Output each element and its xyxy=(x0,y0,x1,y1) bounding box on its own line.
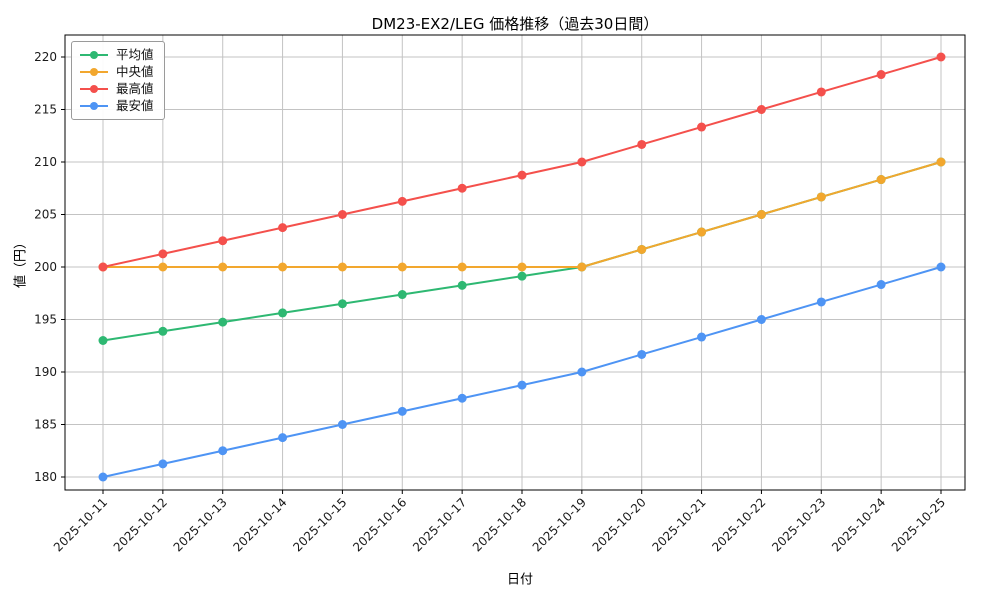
x-tick-label: 2025-10-14 xyxy=(230,495,289,554)
data-point-最安値 xyxy=(876,280,886,290)
data-point-最高値 xyxy=(577,157,587,167)
data-point-平均値 xyxy=(517,271,527,281)
legend-item-中央値: 中央値 xyxy=(79,65,154,79)
y-tick-label: 180 xyxy=(34,470,57,484)
y-tick-label: 215 xyxy=(34,103,57,117)
x-tick-label: 2025-10-13 xyxy=(171,495,230,554)
y-tick-label: 185 xyxy=(34,418,57,432)
legend-marker-icon xyxy=(80,51,108,59)
plot-border xyxy=(64,34,966,491)
y-tick-label: 195 xyxy=(34,313,57,327)
legend-marker-icon xyxy=(80,68,108,76)
legend-marker-icon xyxy=(80,102,108,110)
data-point-中央値 xyxy=(876,175,886,185)
data-point-平均値 xyxy=(158,326,168,336)
data-point-中央値 xyxy=(337,262,347,272)
data-point-最安値 xyxy=(697,332,707,342)
data-point-最高値 xyxy=(158,249,168,259)
x-tick-label: 2025-10-15 xyxy=(290,495,349,554)
x-tick-label: 2025-10-22 xyxy=(709,495,768,554)
legend: 平均値中央値最高値最安値 xyxy=(71,41,165,120)
data-point-最安値 xyxy=(816,297,826,307)
data-point-中央値 xyxy=(517,262,527,272)
data-point-中央値 xyxy=(756,210,766,219)
data-point-最安値 xyxy=(218,446,228,456)
x-tick-label: 2025-10-11 xyxy=(51,495,110,554)
data-point-最高値 xyxy=(637,139,647,149)
x-tick-label: 2025-10-21 xyxy=(649,495,708,554)
data-point-最安値 xyxy=(637,349,647,359)
data-point-最高値 xyxy=(517,170,527,180)
data-point-最高値 xyxy=(876,70,886,80)
data-point-平均値 xyxy=(337,299,347,309)
x-tick-label: 2025-10-12 xyxy=(111,495,170,554)
x-tick-label: 2025-10-16 xyxy=(350,495,409,554)
legend-label: 平均値 xyxy=(116,47,154,62)
data-point-最安値 xyxy=(577,367,587,377)
data-point-中央値 xyxy=(278,262,288,272)
legend-marker-icon xyxy=(80,85,108,93)
data-point-最安値 xyxy=(397,406,407,416)
y-tick-label: 200 xyxy=(34,260,57,274)
y-axis-label: 値（円） xyxy=(13,235,29,289)
data-point-中央値 xyxy=(816,192,826,202)
x-tick-label: 2025-10-25 xyxy=(889,495,948,554)
data-point-中央値 xyxy=(637,244,647,254)
data-point-最高値 xyxy=(936,52,946,62)
data-point-最安値 xyxy=(158,459,168,469)
data-point-平均値 xyxy=(278,308,288,318)
data-point-平均値 xyxy=(397,290,407,300)
legend-label: 最高値 xyxy=(116,81,154,96)
data-point-中央値 xyxy=(936,157,946,167)
data-point-最高値 xyxy=(98,262,108,272)
x-tick-label: 2025-10-17 xyxy=(410,495,469,554)
data-point-最高値 xyxy=(337,210,347,219)
data-point-最高値 xyxy=(397,196,407,206)
x-tick-label: 2025-10-23 xyxy=(769,495,828,554)
data-point-最安値 xyxy=(936,262,946,272)
data-point-中央値 xyxy=(218,262,228,272)
data-point-最高値 xyxy=(816,87,826,97)
data-point-中央値 xyxy=(158,262,168,272)
data-point-最安値 xyxy=(278,433,288,443)
data-point-最安値 xyxy=(457,393,467,403)
data-point-中央値 xyxy=(397,262,407,272)
data-point-最安値 xyxy=(337,420,347,429)
data-point-最高値 xyxy=(697,122,707,132)
data-point-最高値 xyxy=(756,105,766,114)
x-tick-label: 2025-10-24 xyxy=(829,495,888,554)
data-point-最高値 xyxy=(218,236,228,246)
legend-label: 最安値 xyxy=(116,98,154,113)
chart-title: DM23-EX2/LEG 価格推移（過去30日間） xyxy=(371,15,659,33)
data-point-最安値 xyxy=(98,472,108,482)
x-tick-label: 2025-10-19 xyxy=(530,495,589,554)
data-point-平均値 xyxy=(457,280,467,290)
x-tick-label: 2025-10-20 xyxy=(590,495,649,554)
y-tick-label: 210 xyxy=(34,155,57,169)
data-point-中央値 xyxy=(577,262,587,272)
legend-label: 中央値 xyxy=(116,64,154,79)
y-tick-label: 190 xyxy=(34,365,57,379)
legend-item-最高値: 最高値 xyxy=(79,82,154,96)
legend-item-最安値: 最安値 xyxy=(79,99,154,113)
x-axis-label: 日付 xyxy=(506,572,534,588)
data-point-中央値 xyxy=(697,227,707,237)
data-point-最安値 xyxy=(756,315,766,324)
data-point-中央値 xyxy=(457,262,467,272)
data-point-平均値 xyxy=(98,336,108,345)
data-point-最高値 xyxy=(457,183,467,193)
data-point-最安値 xyxy=(517,380,527,390)
data-point-最高値 xyxy=(278,223,288,233)
y-tick-label: 220 xyxy=(34,50,57,64)
data-point-平均値 xyxy=(218,317,228,327)
x-tick-label: 2025-10-18 xyxy=(470,495,529,554)
legend-item-平均値: 平均値 xyxy=(79,48,154,62)
y-tick-label: 205 xyxy=(34,208,57,222)
